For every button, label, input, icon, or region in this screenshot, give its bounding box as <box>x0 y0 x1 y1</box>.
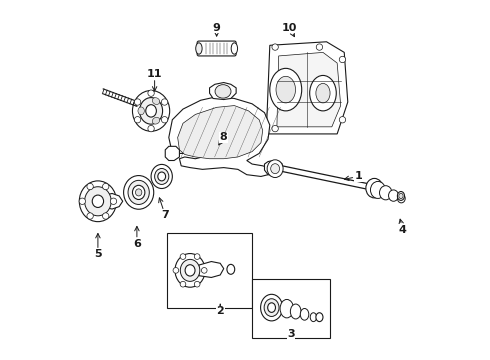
Ellipse shape <box>370 181 385 198</box>
Ellipse shape <box>79 181 117 222</box>
Circle shape <box>201 267 207 273</box>
Ellipse shape <box>146 105 156 117</box>
Ellipse shape <box>316 84 330 103</box>
Text: 1: 1 <box>344 171 362 181</box>
Circle shape <box>339 117 345 123</box>
Text: 6: 6 <box>133 226 141 249</box>
Text: 8: 8 <box>219 132 228 145</box>
Ellipse shape <box>123 176 154 209</box>
Circle shape <box>102 183 109 190</box>
Text: 10: 10 <box>282 23 297 37</box>
Polygon shape <box>199 261 224 278</box>
Polygon shape <box>178 105 263 159</box>
Circle shape <box>161 99 168 105</box>
Circle shape <box>180 282 186 287</box>
Circle shape <box>180 254 186 260</box>
Ellipse shape <box>397 192 405 201</box>
Ellipse shape <box>152 98 160 104</box>
Ellipse shape <box>175 253 205 287</box>
Circle shape <box>87 213 93 219</box>
Ellipse shape <box>227 264 235 274</box>
Polygon shape <box>277 53 341 127</box>
Ellipse shape <box>267 160 283 177</box>
Bar <box>167 233 252 307</box>
Ellipse shape <box>316 313 323 321</box>
Ellipse shape <box>270 68 302 111</box>
Ellipse shape <box>132 90 170 131</box>
Ellipse shape <box>92 195 103 207</box>
Ellipse shape <box>264 299 279 316</box>
Ellipse shape <box>291 304 301 319</box>
Text: 2: 2 <box>216 304 224 316</box>
Ellipse shape <box>138 107 145 115</box>
Ellipse shape <box>185 265 195 276</box>
FancyBboxPatch shape <box>197 41 236 56</box>
Circle shape <box>272 125 278 132</box>
Ellipse shape <box>261 294 283 321</box>
Ellipse shape <box>155 168 169 184</box>
Text: 9: 9 <box>213 23 220 36</box>
Ellipse shape <box>268 303 275 312</box>
Polygon shape <box>169 97 270 176</box>
Polygon shape <box>101 193 122 209</box>
Circle shape <box>87 183 93 190</box>
Ellipse shape <box>380 186 392 200</box>
Bar <box>252 279 330 338</box>
Text: 11: 11 <box>147 69 162 91</box>
Ellipse shape <box>215 85 231 98</box>
Circle shape <box>79 198 85 204</box>
Text: 5: 5 <box>94 234 102 260</box>
Ellipse shape <box>270 164 280 174</box>
Ellipse shape <box>300 309 309 320</box>
Circle shape <box>173 267 179 273</box>
Text: 3: 3 <box>287 329 295 339</box>
Ellipse shape <box>276 76 295 103</box>
Polygon shape <box>265 161 282 175</box>
Circle shape <box>148 90 154 96</box>
Circle shape <box>339 56 345 63</box>
Ellipse shape <box>128 180 149 204</box>
Circle shape <box>148 125 154 132</box>
Ellipse shape <box>196 43 202 54</box>
Text: 4: 4 <box>399 219 407 235</box>
Ellipse shape <box>151 165 172 189</box>
Circle shape <box>272 44 278 50</box>
Ellipse shape <box>132 185 145 199</box>
Text: 7: 7 <box>159 198 169 220</box>
Circle shape <box>195 254 200 260</box>
Polygon shape <box>165 146 179 161</box>
Ellipse shape <box>85 187 111 216</box>
Ellipse shape <box>135 189 142 196</box>
Ellipse shape <box>366 179 383 198</box>
Polygon shape <box>266 42 348 134</box>
Ellipse shape <box>231 43 238 54</box>
Polygon shape <box>210 82 236 100</box>
Ellipse shape <box>389 190 398 201</box>
Ellipse shape <box>280 300 294 318</box>
Ellipse shape <box>140 98 163 124</box>
Circle shape <box>134 117 141 123</box>
Ellipse shape <box>152 117 160 124</box>
Ellipse shape <box>158 172 166 181</box>
Circle shape <box>316 44 322 50</box>
Ellipse shape <box>310 313 317 321</box>
Ellipse shape <box>399 193 403 199</box>
Ellipse shape <box>310 76 336 111</box>
Circle shape <box>134 99 141 105</box>
Circle shape <box>161 117 168 123</box>
Circle shape <box>102 213 109 219</box>
Circle shape <box>110 198 117 204</box>
Circle shape <box>195 282 200 287</box>
Ellipse shape <box>180 260 200 282</box>
Ellipse shape <box>397 194 405 203</box>
